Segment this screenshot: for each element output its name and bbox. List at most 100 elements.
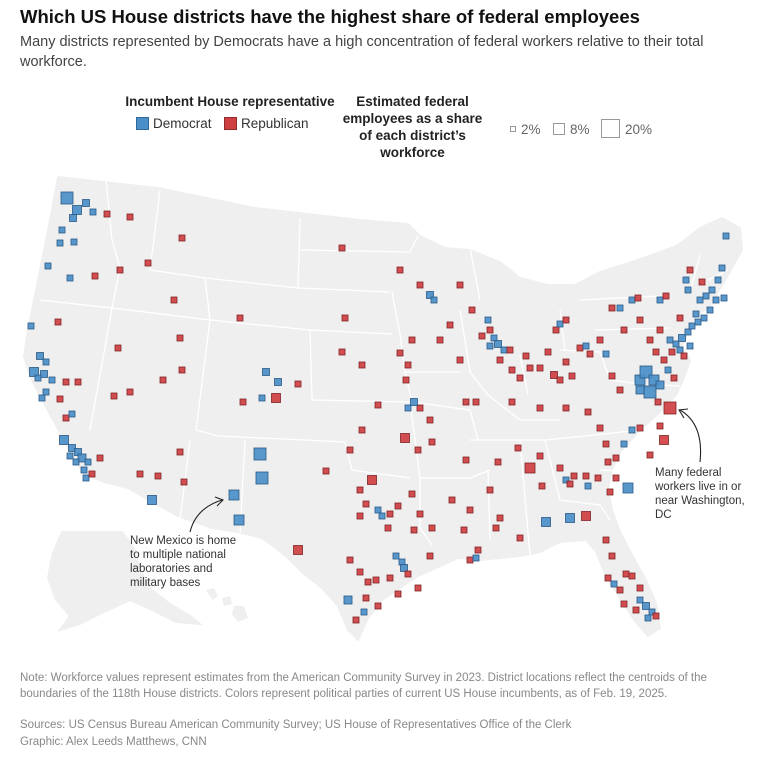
hawaii-land [206,588,248,622]
district-square [516,374,524,382]
republican-swatch [224,117,237,130]
district-square [178,366,186,374]
district-square [456,356,464,364]
district-square [562,404,570,412]
district-square [581,511,591,521]
district-square [514,444,522,452]
district-square [616,304,624,312]
district-square [712,296,720,304]
district-square [48,376,56,384]
district-square [602,350,610,358]
district-square [508,398,516,406]
size-legend-line-1: Estimated federal [356,94,469,109]
district-square [91,272,99,280]
district-square [430,296,438,304]
district-square [616,586,624,594]
district-square [400,433,410,443]
district-square [620,326,628,334]
district-square [343,595,353,605]
district-square [663,401,677,415]
district-square [718,264,726,272]
district-square [114,344,122,352]
district-square [562,358,570,366]
district-square [656,422,664,430]
district-square [322,467,330,475]
district-square [404,404,412,412]
district-square [622,570,630,578]
district-square [74,378,82,386]
district-square [398,558,406,566]
district-square [262,368,270,376]
land-shapes [23,176,743,641]
district-square [696,296,704,304]
district-square [36,352,44,360]
district-square [610,580,618,588]
district-square [394,502,402,510]
district-square [428,524,436,532]
district-square [628,426,636,434]
district-square [416,281,424,289]
district-square [72,458,80,466]
nm-annotation-line-2: to multiple national [130,549,226,561]
district-square [362,594,370,602]
district-square [58,226,66,234]
district-square [338,244,346,252]
district-square [702,292,710,300]
district-square [536,404,544,412]
district-square [496,514,504,522]
district-square [44,262,52,270]
district-square [662,292,670,300]
district-square [478,332,486,340]
district-square [358,426,366,434]
district-square [29,367,39,377]
district-square [612,454,620,462]
district-square [682,276,690,284]
district-square [474,546,482,554]
district-square [584,482,592,490]
district-square [472,554,480,562]
district-square [462,398,470,406]
district-square [293,545,303,555]
district-square [408,490,416,498]
district-square [646,451,654,459]
district-square [356,568,364,576]
district-square [550,371,558,379]
district-square [484,316,492,324]
district-square [604,458,612,466]
district-square [620,440,628,448]
district-square [596,336,604,344]
district-square [594,474,602,482]
district-square [428,438,436,446]
district-square [66,274,74,282]
district-square [84,458,92,466]
district-square [362,500,370,508]
district-square [408,336,416,344]
district-square [34,374,42,382]
district-square [666,336,674,344]
district-square [634,294,642,302]
district-square [426,291,434,299]
district-square [386,574,394,582]
district-square [692,310,700,318]
nm-annotation-line-1: New Mexico is home [130,535,237,547]
district-square [410,526,418,534]
district-square [426,416,434,424]
district-square [59,435,69,445]
dc-annotation: Many federal workers live in or near Was… [655,466,760,522]
district-square [656,296,664,304]
district-square [608,552,616,560]
party-legend-title: Incumbent House representative [125,94,335,109]
district-square [356,512,364,520]
district-square [338,348,346,356]
district-square [486,342,494,350]
district-square [664,366,672,374]
district-square [684,328,692,336]
district-square [602,536,610,544]
district-square [722,232,730,240]
district-squares [27,191,730,624]
district-square [126,213,134,221]
sources: Sources: US Census Bureau American Commu… [20,719,572,731]
district-square [648,608,656,616]
annotation-arrows [189,408,702,533]
district-square [552,326,560,334]
